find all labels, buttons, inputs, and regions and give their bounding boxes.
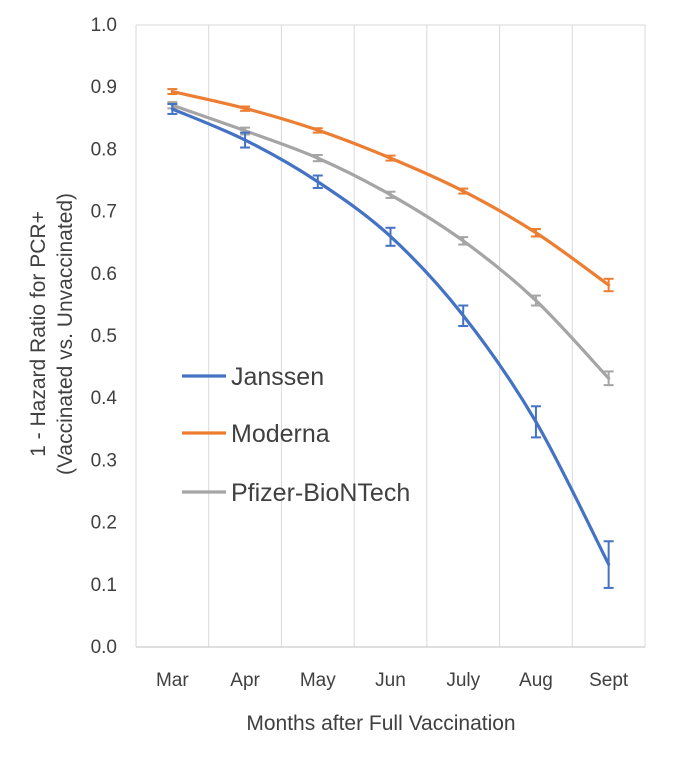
legend-item-pfizer-biontech: Pfizer-BioNTech (182, 479, 410, 507)
error-bar (458, 187, 469, 195)
y-tick-label: 0.1 (91, 575, 117, 596)
legend-label: Pfizer-BioNTech (231, 479, 410, 507)
error-bar (530, 294, 541, 307)
legend-label: Janssen (231, 363, 324, 391)
error-bar (385, 154, 396, 162)
x-tick-label: May (300, 670, 336, 691)
y-axis-title: 1 - Hazard Ratio for PCR+ (Vaccinated vs… (27, 193, 77, 475)
y-axis-ticks: 0.0 0.1 0.2 0.3 0.4 0.5 0.6 0.7 0.8 0.9 1.0 (91, 15, 118, 658)
error-bar (167, 88, 178, 96)
series-line (170, 89, 611, 287)
legend-item-moderna: Moderna (182, 420, 330, 448)
error-bar (240, 131, 251, 149)
y-tick-label: 0.3 (91, 450, 117, 471)
series-moderna (167, 88, 614, 293)
x-axis-title: Months after Full Vaccination (246, 712, 515, 735)
x-tick-label: Aug (519, 670, 553, 691)
error-bar (458, 236, 469, 246)
legend-item-janssen: Janssen (182, 363, 324, 391)
y-tick-label: 0.2 (91, 513, 117, 534)
error-bar (603, 540, 614, 589)
x-tick-label: Apr (230, 670, 260, 691)
x-tick-label: Sept (589, 670, 629, 691)
legend: Janssen Moderna Pfizer-BioNTech (182, 363, 410, 507)
series (167, 88, 614, 589)
error-bar (530, 405, 541, 439)
grid (135, 24, 646, 648)
error-bar (603, 370, 614, 387)
y-axis-title-line-2: (Vaccinated vs. Unvaccinated) (54, 193, 77, 475)
error-bar (385, 190, 396, 199)
y-tick-label: 0.5 (91, 326, 117, 347)
legend-label: Moderna (231, 420, 330, 448)
series-line (170, 107, 611, 566)
x-axis-ticks: Mar Apr May Jun July Aug Sept (156, 670, 629, 691)
y-tick-label: 0.9 (91, 77, 117, 98)
error-bar (312, 174, 323, 189)
x-tick-label: Mar (156, 670, 189, 691)
y-tick-label: 1.0 (91, 15, 117, 36)
error-bar (240, 105, 251, 112)
y-tick-label: 0.6 (91, 264, 117, 285)
error-bar (458, 304, 469, 328)
error-bar (603, 277, 614, 293)
y-tick-label: 0.7 (91, 202, 117, 223)
error-bar (312, 127, 323, 134)
x-tick-label: Jun (375, 670, 406, 691)
y-axis-title-line-1: 1 - Hazard Ratio for PCR+ (27, 211, 50, 457)
series-janssen (167, 102, 614, 589)
error-bar (530, 228, 541, 238)
error-bar (312, 153, 323, 163)
error-bar (385, 226, 396, 247)
y-tick-label: 0.4 (91, 388, 118, 409)
y-tick-label: 0.8 (91, 139, 117, 160)
y-tick-label: 0.0 (91, 637, 117, 658)
x-tick-label: July (446, 670, 480, 691)
error-bar (167, 102, 178, 115)
